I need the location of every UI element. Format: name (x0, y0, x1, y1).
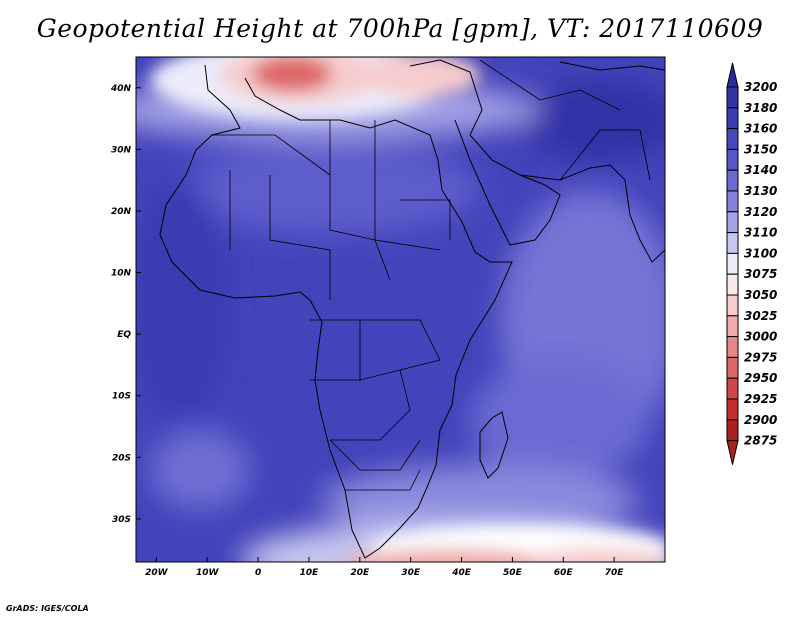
lon-tick-label: 10E (300, 568, 320, 578)
lat-tick-label: 20N (111, 207, 132, 217)
colorbar-label: 3180 (744, 101, 777, 115)
colorbar-swatch (726, 294, 739, 317)
colorbar-label: 3025 (744, 309, 777, 323)
colorbar-label: 3130 (744, 184, 777, 198)
height-field (136, 57, 665, 562)
lat-tick-label: EQ (117, 330, 131, 340)
colorbar-label: 3120 (744, 205, 777, 219)
footer-credit: GrADS: IGES/COLA (6, 604, 89, 613)
lon-tick-label: 70E (605, 568, 625, 578)
lat-tick-label: 30N (111, 145, 132, 155)
colorbar-label: 3100 (744, 246, 777, 260)
plot-frame (135, 56, 666, 563)
lon-tick-label: 20E (350, 568, 370, 578)
colorbar-label: 3075 (744, 267, 777, 281)
axes: 20W 10W 0 10E 20E 30E 40E 50E 60E 70E 40N 30N 20N 10N… (110, 84, 624, 578)
colorbar-swatch (726, 336, 739, 358)
colorbar-label: 3140 (744, 163, 777, 177)
colorbar-label: 2950 (744, 371, 777, 385)
colorbar-label: 2875 (744, 434, 777, 448)
lon-tick-label: 60E (554, 568, 574, 578)
colorbar-swatch (726, 128, 739, 150)
lon-tick-label: 40E (451, 568, 472, 578)
colorbar-swatch (726, 252, 739, 275)
colorbar-swatch (726, 107, 739, 130)
colorbar-label: 3160 (744, 122, 777, 136)
colorbar-label: 3000 (744, 330, 777, 344)
lat-tick-label: 20S (112, 453, 131, 463)
colorbar-max-arrow (726, 62, 739, 88)
colorbar-swatch (726, 377, 739, 400)
lat-tick-label: 40N (110, 84, 132, 94)
map-title: Geopotential Height at 700hPa [gpm], VT:… (36, 14, 764, 43)
colorbar-label: 3110 (744, 226, 777, 240)
colorbar-swatch (726, 86, 739, 109)
colorbar-swatch (726, 398, 739, 421)
lon-tick-label: 10W (196, 568, 220, 578)
colorbar-label: 2925 (744, 392, 777, 406)
colorbar-label: 2900 (744, 413, 777, 427)
lon-tick-label: 20W (145, 568, 169, 578)
lat-tick-label: 10N (111, 269, 132, 279)
lat-tick-label: 30S (112, 515, 131, 525)
colorbar-label: 2975 (744, 350, 777, 364)
colorbar-swatch (726, 419, 739, 442)
colorbar-label: 3150 (744, 142, 777, 156)
colorbar-label: 3200 (744, 80, 777, 94)
colorbar-swatch (726, 315, 739, 338)
colorbar-swatch (726, 190, 739, 213)
lon-tick-label: 0 (255, 568, 261, 578)
colorbar-swatch (726, 211, 739, 234)
colorbar: 3200 3180 3160 3150 3140 3130 3120 3110 3100 3075… (726, 62, 777, 465)
country-borders (212, 59, 651, 491)
lon-tick-label: 30E (401, 568, 421, 578)
lon-tick-label: 50E (503, 568, 523, 578)
colorbar-label: 3050 (744, 288, 777, 302)
colorbar-swatch (726, 169, 739, 192)
colorbar-min-arrow (726, 440, 739, 465)
lat-tick-label: 10S (112, 392, 131, 402)
colorbar-swatch (726, 273, 739, 296)
colorbar-swatch (726, 232, 739, 254)
colorbar-swatch (726, 148, 739, 171)
colorbar-swatch (726, 356, 739, 379)
